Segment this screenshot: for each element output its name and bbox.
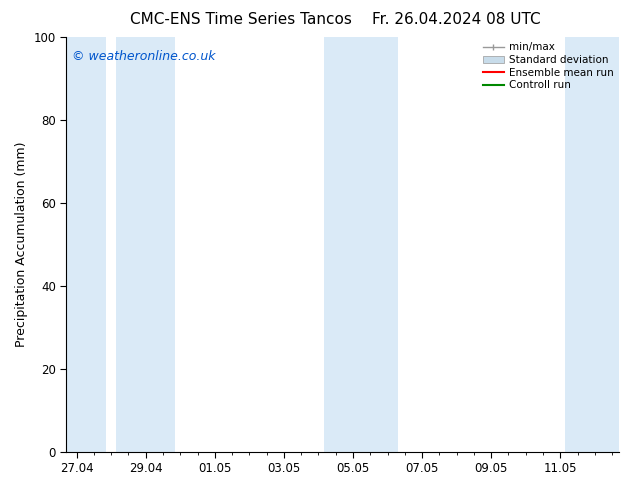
Text: Fr. 26.04.2024 08 UTC: Fr. 26.04.2024 08 UTC (372, 12, 541, 27)
Bar (323, 37, 398, 452)
Legend: min/max, Standard deviation, Ensemble mean run, Controll run: min/max, Standard deviation, Ensemble me… (483, 42, 614, 90)
Text: © weatheronline.co.uk: © weatheronline.co.uk (72, 49, 216, 63)
Y-axis label: Precipitation Accumulation (mm): Precipitation Accumulation (mm) (15, 142, 28, 347)
Bar (566, 37, 619, 452)
Text: CMC-ENS Time Series Tancos: CMC-ENS Time Series Tancos (130, 12, 352, 27)
Bar (66, 37, 106, 452)
Bar (116, 37, 175, 452)
